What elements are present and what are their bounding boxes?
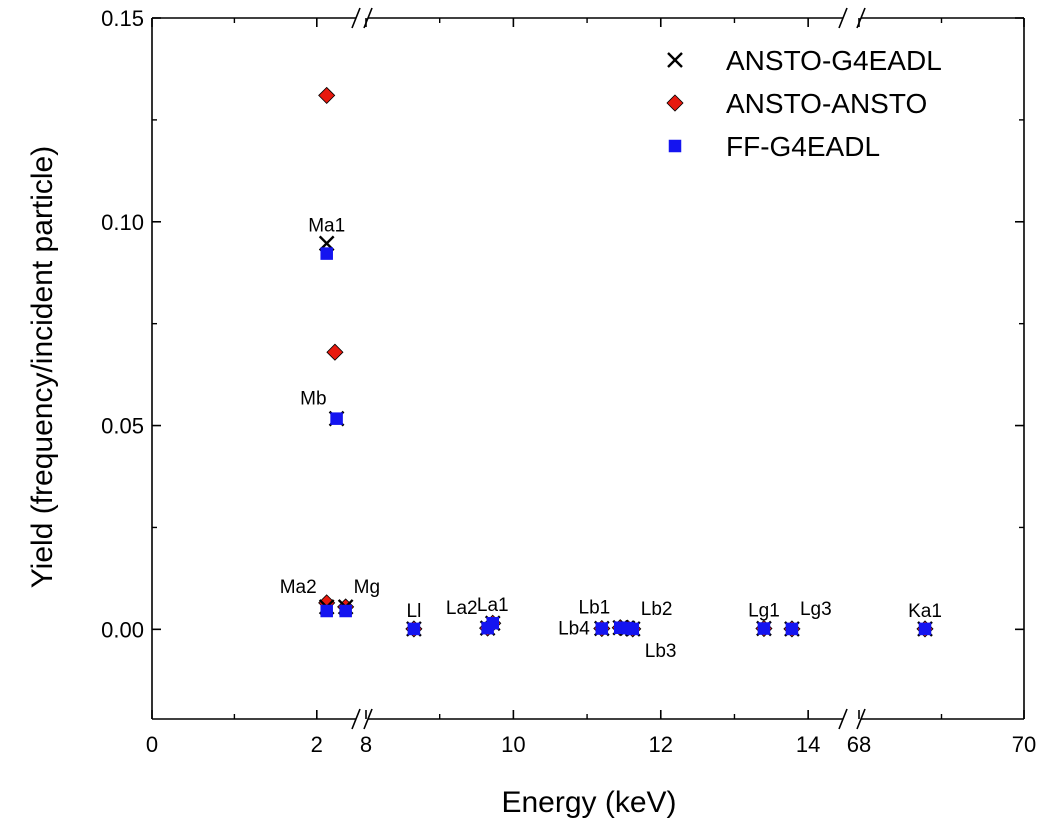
point-ff-g4eadl xyxy=(757,622,771,635)
point-label: Ka1 xyxy=(908,601,942,622)
point-ansto-ansto xyxy=(318,86,336,105)
point-ff-g4eadl xyxy=(595,622,609,635)
point-label: Lb2 xyxy=(641,599,673,620)
point-ff-g4eadl xyxy=(339,604,352,618)
x-axis-title: Energy (keV) xyxy=(501,786,676,819)
x-tick-label: 14 xyxy=(796,732,820,757)
legend-marker xyxy=(666,94,684,112)
point-label: Mb xyxy=(300,389,326,410)
legend-marker xyxy=(668,139,682,153)
point-ff-g4eadl xyxy=(330,412,343,425)
x-axis: 0 2 8 10 12 14 68 70 xyxy=(146,18,1036,757)
y-axis-title: Yield (frequency/incident particle) xyxy=(26,146,59,588)
point-label: Lb4 xyxy=(558,619,590,640)
point-ff-g4eadl xyxy=(486,616,500,630)
y-tick-label: 0.15 xyxy=(101,6,144,31)
x-tick-label: 10 xyxy=(501,732,525,757)
x-tick-label: 2 xyxy=(311,732,323,757)
y-tick-label: 0.10 xyxy=(101,210,144,235)
axis-break-mark xyxy=(838,708,848,730)
point-ff-g4eadl xyxy=(918,622,932,636)
x-tick-label: 70 xyxy=(1012,732,1036,757)
point-ansto-ansto xyxy=(326,343,344,361)
axis-break-mark xyxy=(363,708,373,730)
axis-break-mark xyxy=(351,7,361,29)
point-label: Lg3 xyxy=(800,599,832,620)
legend: ANSTO-G4EADL ANSTO-ANSTO FF-G4EADL xyxy=(666,45,942,162)
axis-break-mark xyxy=(856,708,866,730)
y-tick-label: 0.00 xyxy=(101,617,144,642)
x-tick-label: 68 xyxy=(847,732,871,757)
y-axis: 0.00 0.05 0.10 0.15 xyxy=(101,6,1024,642)
x-tick-label: 8 xyxy=(360,732,372,757)
point-label: La2 xyxy=(446,598,478,619)
point-ff-g4eadl xyxy=(407,622,421,636)
point-label: Ma1 xyxy=(308,215,345,236)
point-ff-g4eadl xyxy=(626,622,640,636)
point-label: Ma2 xyxy=(280,577,317,598)
plot-frame xyxy=(151,7,1025,730)
point-ff-g4eadl xyxy=(320,247,333,260)
legend-label: FF-G4EADL xyxy=(726,131,880,162)
point-ff-g4eadl xyxy=(320,604,333,618)
point-label: Lb1 xyxy=(579,598,611,619)
legend-label: ANSTO-G4EADL xyxy=(726,45,942,76)
point-label: Ll xyxy=(407,601,422,622)
x-tick-label: 12 xyxy=(649,732,673,757)
data-points xyxy=(318,86,934,638)
y-tick-label: 0.05 xyxy=(101,414,144,439)
point-label: Lg1 xyxy=(748,601,780,622)
point-label: Mg xyxy=(354,577,380,598)
point-label: Lb3 xyxy=(645,641,677,662)
point-ff-g4eadl xyxy=(785,622,799,636)
point-label: La1 xyxy=(477,595,509,616)
axis-break-mark xyxy=(351,708,361,730)
x-tick-label: 0 xyxy=(146,732,158,757)
axis-break-mark xyxy=(838,7,848,29)
legend-marker xyxy=(667,52,683,68)
legend-label: ANSTO-ANSTO xyxy=(726,88,927,119)
